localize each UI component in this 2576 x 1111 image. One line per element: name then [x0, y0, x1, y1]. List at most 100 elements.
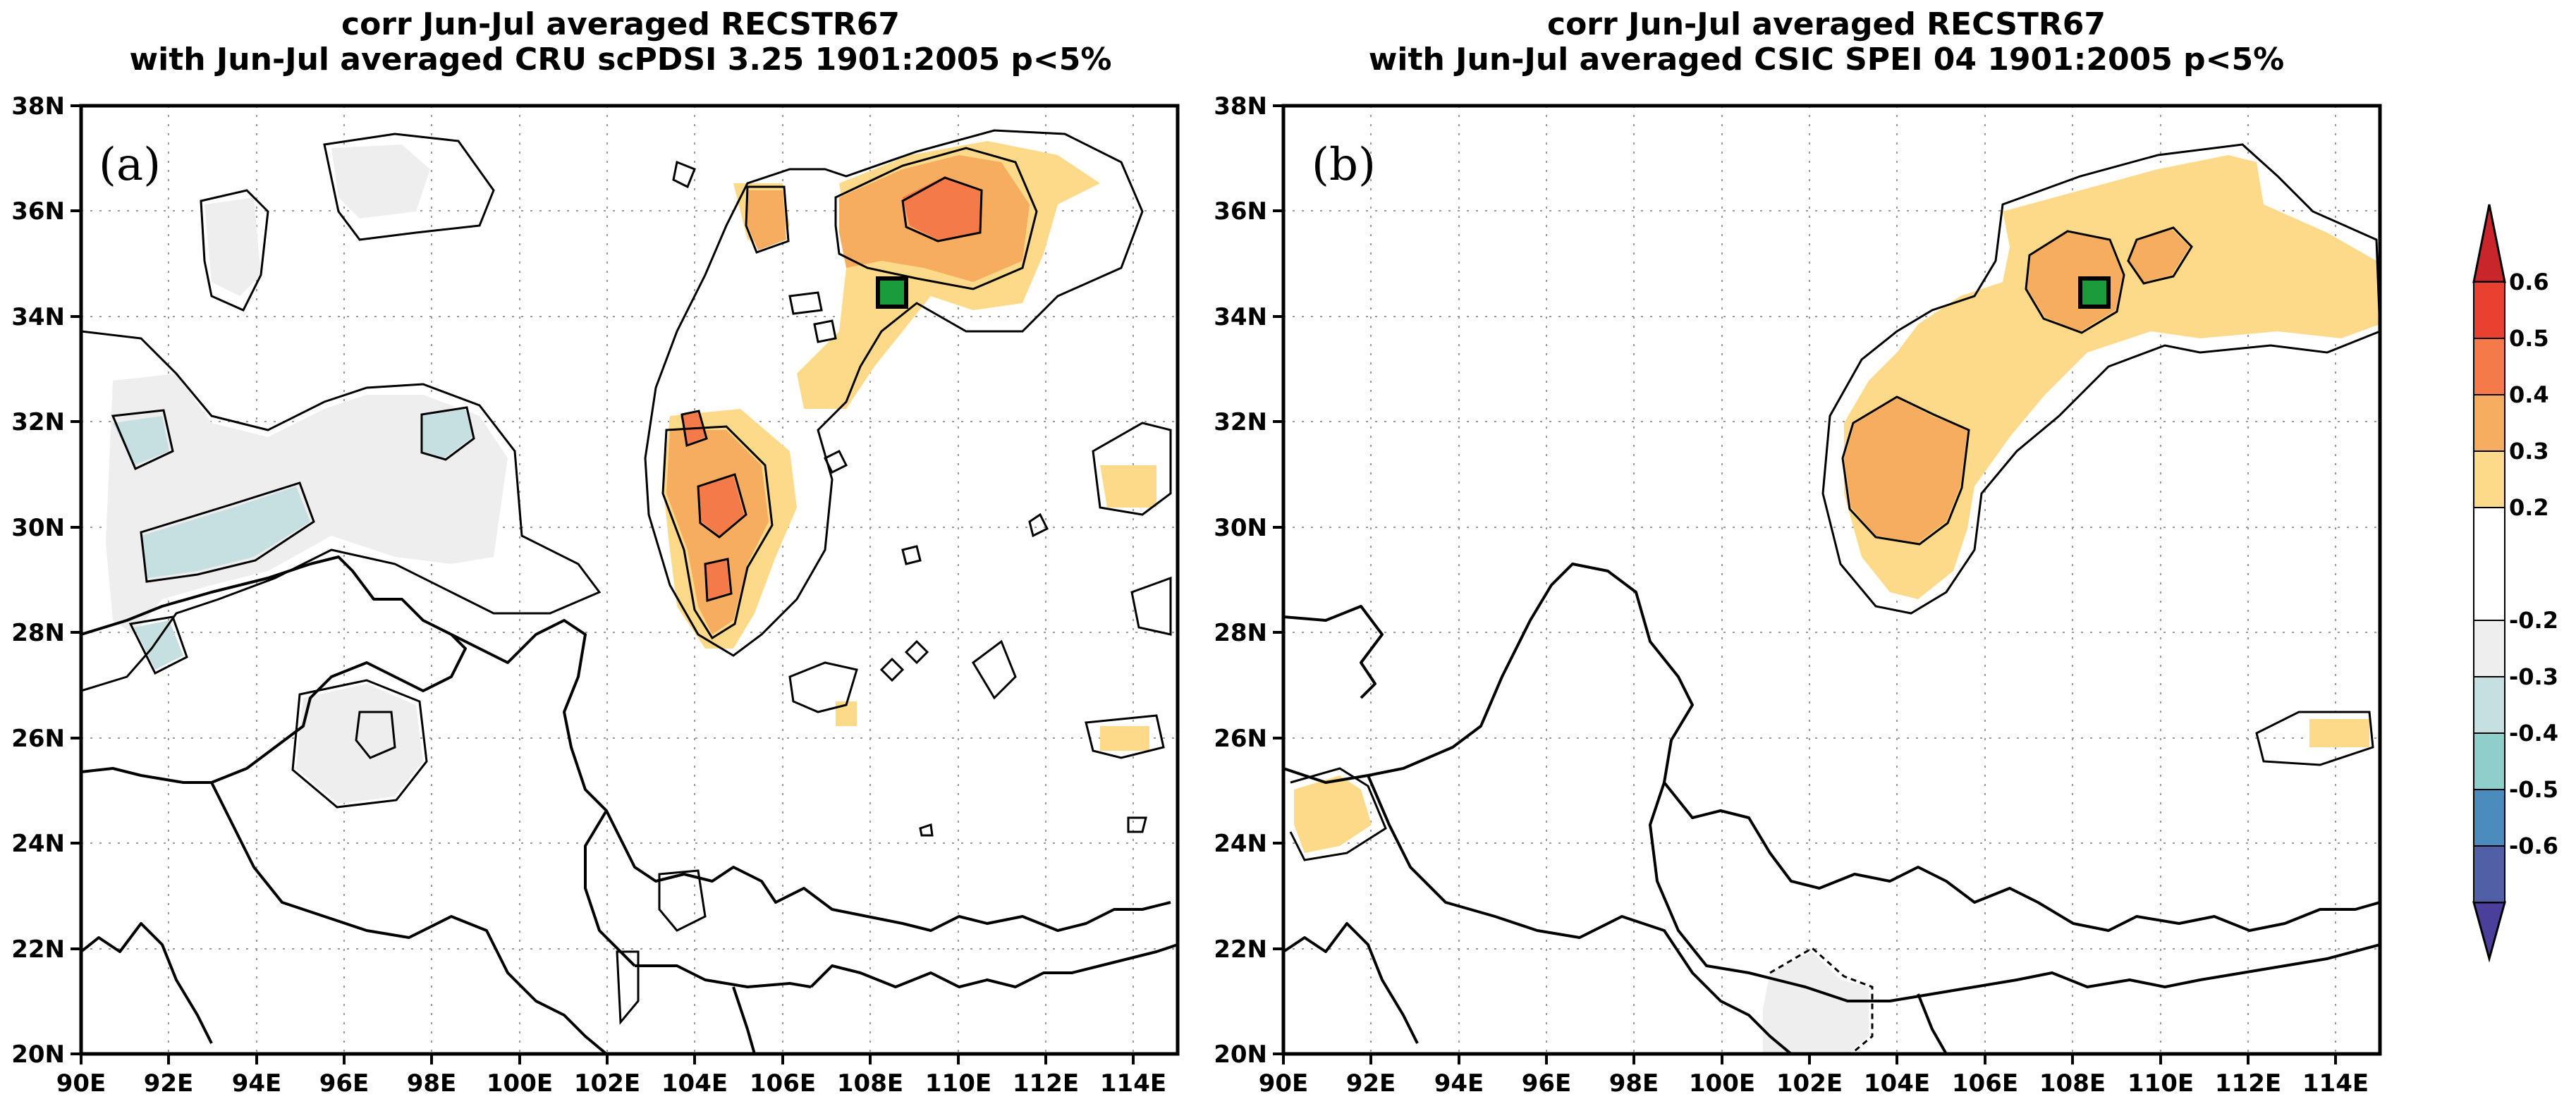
panel-a-positive-field-05-c: [705, 560, 730, 599]
panel-a-lat-labels: 38N 36N 34N 32N 30N 28N 26N 24N 22N 20N: [11, 92, 65, 1069]
panel-a-site-marker: [876, 276, 908, 309]
colorbar-label: 0.2: [2509, 494, 2549, 521]
panel-a-lon-tick: 96E: [319, 1069, 370, 1098]
panel-b-lon-labels: 90E 92E 94E 96E 98E 100E 102E 104E 106E …: [1259, 1069, 2369, 1098]
colorbar-labels: 0.6 0.5 0.4 0.3 0.2 -0.2 -0.3 -0.4 -0.5 …: [2509, 269, 2558, 859]
panel-b-lon-tick: 90E: [1259, 1069, 1309, 1098]
panel-b-boundaries: [1283, 563, 2380, 1054]
panel-a-boundaries: [81, 556, 1178, 1054]
panel-b-positive-field-03: [1844, 155, 2380, 599]
panel-a-positive-field-05: [903, 176, 980, 240]
panel-b-title: corr Jun-Jul averaged RECSTR67 with Jun-…: [1262, 7, 2391, 78]
panel-b-map-content: [1283, 106, 2380, 1054]
panel-b-lon-tick: 114E: [2302, 1069, 2369, 1098]
panel-b-lat-tick: 30N: [1214, 514, 1267, 542]
panel-b-lat-labels: 38N 36N 34N 32N 30N 28N 26N 24N 22N 20N: [1214, 92, 1267, 1069]
panel-a-lon-tick: 114E: [1100, 1069, 1166, 1098]
panel-b-contours: [1289, 143, 2380, 1054]
panel-a-lat-tick: 34N: [11, 303, 65, 331]
panel-a-label: (a): [99, 139, 161, 191]
panel-b-positive-field-03-b: [1294, 775, 1372, 853]
panel-a-lon-tick: 110E: [925, 1069, 991, 1098]
panel-a-positive-field-03-d: [1100, 465, 1156, 508]
panel-a-negative-field-grey-3: [205, 197, 261, 296]
panel-b-label: (b): [1312, 139, 1376, 191]
panel-a-lat-tick: 36N: [11, 197, 65, 226]
panel-a-lon-tick: 100E: [487, 1069, 553, 1098]
panel-a-gridlines: [81, 106, 1178, 1054]
panel-b-lon-tick: 104E: [1864, 1069, 1930, 1098]
panel-a-frame: [79, 104, 1180, 1056]
panel-b-lon-tick: 112E: [2215, 1069, 2281, 1098]
panel-b-site-marker: [2078, 276, 2111, 309]
colorbar-swatch-0.3-0.4: [2473, 394, 2505, 452]
panel-a-positive-field-05-b: [698, 476, 744, 536]
panel-a-lon-tick: 92E: [144, 1069, 194, 1098]
panel-a-lat-tick: 20N: [11, 1041, 65, 1069]
panel-a-lon-tick: 108E: [837, 1069, 903, 1098]
colorbar-label: 0.4: [2509, 381, 2549, 408]
colorbar-label: 0.3: [2509, 438, 2549, 465]
panel-a-lat-tick: 38N: [11, 92, 65, 121]
panel-a-negative-field-blue-2: [141, 486, 310, 578]
colorbar-swatch-0.2-0.3: [2473, 450, 2505, 508]
panel-b-positive-field-04-b: [2130, 229, 2190, 282]
panel-a: (a) 90E 92E 94E 96E 98E 100E 102E 104E 1…: [11, 92, 1180, 1098]
panel-a-positive-field-04-b: [747, 190, 786, 250]
panel-a-lon-tick: 104E: [661, 1069, 728, 1098]
panel-b-lat-tick: 22N: [1214, 935, 1267, 964]
panel-b-lat-tick: 28N: [1214, 619, 1267, 647]
panel-b-lon-tick: 94E: [1434, 1069, 1484, 1098]
panel-a-positive-field-03-e: [1100, 726, 1149, 751]
panel-a-ticks: [71, 104, 1135, 1064]
panel-b-shading: [1294, 155, 2380, 1054]
panel-b-gridlines: [1283, 106, 2380, 1054]
panel-a-lon-tick: 94E: [232, 1069, 282, 1098]
panel-b-lat-tick: 20N: [1214, 1041, 1267, 1069]
colorbar-label: -0.3: [2509, 663, 2558, 690]
panel-a-lon-tick: 102E: [574, 1069, 640, 1098]
colorbar-label: -0.5: [2509, 776, 2558, 803]
panel-a-positive-field-03-f: [836, 701, 857, 726]
panel-b-lon-tick: 92E: [1346, 1069, 1396, 1098]
panel-b-positive-field-03-c: [2309, 719, 2369, 747]
panel-a-negative-field-blue-3: [423, 409, 472, 458]
panel-b-positive-field-04-c: [1844, 398, 1967, 543]
colorbar-swatch-0.4-0.5: [2473, 338, 2505, 395]
panel-a-contours: [81, 129, 1172, 1025]
panel-b-lat-tick: 38N: [1214, 92, 1267, 121]
panel-a-lon-tick: 106E: [750, 1069, 816, 1098]
colorbar-label: -0.2: [2509, 607, 2558, 634]
colorbar-bottom-arrow: [2472, 901, 2506, 963]
panel-b-lat-tick: 34N: [1214, 303, 1267, 331]
panel-a-lat-tick: 24N: [11, 830, 65, 858]
panel-b-ticks: [1273, 104, 2337, 1064]
panel-a-title-line2: with Jun-Jul averaged CRU scPDSI 3.25 19…: [129, 42, 1112, 78]
panel-b-lat-tick: 24N: [1214, 830, 1267, 858]
panel-b-title-line2: with Jun-Jul averaged CSIC SPEI 04 1901:…: [1368, 42, 2285, 78]
colorbar-label: 0.5: [2509, 325, 2549, 352]
panel-b-lat-tick: 32N: [1214, 408, 1267, 436]
panel-a-lon-tick: 90E: [56, 1069, 106, 1098]
panel-a-lat-tick: 30N: [11, 514, 65, 542]
colorbar-swatch-neg-0.5-0.6: [2473, 789, 2505, 847]
colorbar-top-arrow: [2472, 204, 2506, 283]
panel-a-lon-labels: 90E 92E 94E 96E 98E 100E 102E 104E 106E …: [56, 1069, 1166, 1098]
panel-a-lat-tick: 32N: [11, 408, 65, 436]
panel-b-lat-tick: 36N: [1214, 197, 1267, 226]
panel-a-negative-field-blue-4: [134, 620, 183, 670]
colorbar-swatch-neg-0.2-0.3: [2473, 620, 2505, 677]
panel-a-negative-field-blue: [113, 416, 169, 465]
panel-b-lon-tick: 100E: [1689, 1069, 1755, 1098]
panel-b-lon-tick: 110E: [2128, 1069, 2194, 1098]
panel-a-negative-field-grey-2: [331, 145, 430, 219]
panel-a-title: corr Jun-Jul averaged RECSTR67 with Jun-…: [56, 7, 1185, 78]
panel-a-map-content: [81, 106, 1178, 1054]
panel-b-lat-tick: 26N: [1214, 725, 1267, 753]
colorbar-swatch-0.5-0.6: [2473, 281, 2505, 339]
panel-b-lon-tick: 96E: [1522, 1069, 1572, 1098]
colorbar: 0.6 0.5 0.4 0.3 0.2 -0.2 -0.3 -0.4 -0.5 …: [2472, 204, 2558, 963]
panel-a-lat-tick: 28N: [11, 619, 65, 647]
panel-a-title-line1: corr Jun-Jul averaged RECSTR67: [341, 6, 901, 42]
